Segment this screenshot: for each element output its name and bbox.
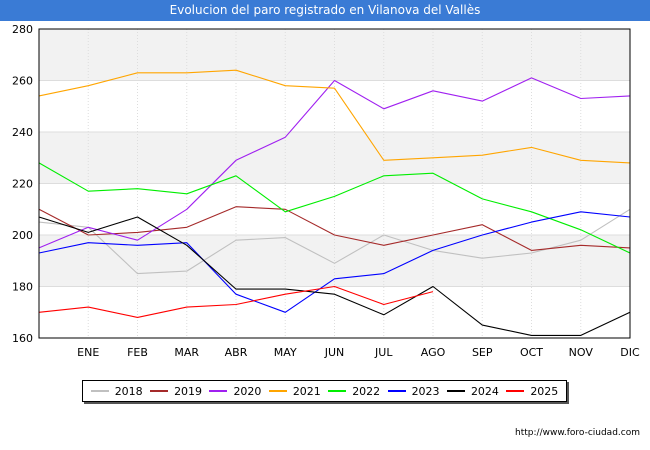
legend-item-2021: 2021 (268, 384, 321, 398)
x-tick-label: DIC (620, 346, 640, 359)
legend-swatch (150, 390, 169, 392)
x-tick-label: OCT (520, 346, 543, 359)
legend-label: 2018 (114, 384, 143, 398)
legend-swatch (209, 390, 228, 392)
series-line-2022 (38, 162, 631, 254)
legend-item-2024: 2024 (446, 384, 499, 398)
x-tick-label: ENE (77, 346, 99, 359)
plot-border (38, 28, 631, 339)
legend-label: 2025 (530, 384, 559, 398)
y-tick-label: 180 (12, 281, 33, 294)
legend-swatch (268, 390, 287, 392)
x-tick-label: JUL (374, 346, 393, 359)
y-tick-label: 260 (12, 75, 33, 88)
x-tick-label: FEB (127, 346, 148, 359)
y-tick-label: 280 (12, 23, 33, 36)
x-tick-label: MAY (274, 346, 297, 359)
background-band (39, 132, 630, 184)
legend-item-2020: 2020 (209, 385, 261, 398)
x-tick-label: AGO (421, 346, 446, 359)
legend-label: 2019 (174, 384, 203, 398)
legend-item-2022: 2022 (328, 385, 380, 398)
y-tick-label: 240 (12, 126, 33, 139)
legend-item-2018: 2018 (90, 384, 143, 398)
series-line-2019 (38, 206, 631, 251)
y-axis-ticks: 160 180 200 220 240 260 280 (12, 23, 33, 345)
legend-swatch (328, 390, 347, 392)
legend-swatch (387, 390, 406, 392)
background-bands (39, 29, 630, 287)
legend-item-2019: 2019 (150, 385, 202, 398)
x-tick-label: ABR (225, 346, 248, 359)
chart-title: Evolucion del paro registrado en Vilanov… (0, 0, 650, 21)
x-tick-label: JUN (324, 346, 345, 359)
legend-swatch (446, 390, 465, 392)
legend-label: 2021 (292, 384, 321, 398)
series-line-2024 (38, 216, 631, 336)
series-line-2020 (38, 77, 631, 249)
series-line-2021 (38, 69, 631, 164)
source-credit: http://www.foro-ciudad.com (515, 428, 640, 438)
legend-swatch (506, 390, 525, 392)
x-tick-label: NOV (569, 346, 594, 359)
legend: 2018 2019 2020 2021 2022 2023 2024 2025 (82, 380, 567, 402)
x-axis-ticks: ENE FEB MAR ABR MAY JUN JUL AGO SEP OCT NOV DIC (77, 346, 640, 359)
x-tick-label: MAR (174, 346, 199, 359)
background-band (39, 29, 630, 81)
x-tick-label: SEP (472, 346, 493, 359)
legend-swatch (90, 390, 109, 392)
legend-label: 2023 (411, 384, 440, 398)
legend-label: 2022 (352, 384, 381, 398)
y-tick-label: 200 (12, 229, 33, 242)
series-line-2018 (38, 208, 631, 275)
legend-item-2023: 2023 (387, 384, 440, 398)
legend-label: 2024 (470, 384, 499, 398)
series-line-2025 (38, 285, 434, 318)
legend-label: 2020 (233, 384, 262, 398)
legend-item-2025: 2025 (506, 385, 558, 398)
y-tick-label: 220 (12, 178, 33, 191)
y-tick-label: 160 (12, 332, 33, 345)
series-line-2023 (38, 211, 631, 313)
series-lines (38, 69, 631, 336)
